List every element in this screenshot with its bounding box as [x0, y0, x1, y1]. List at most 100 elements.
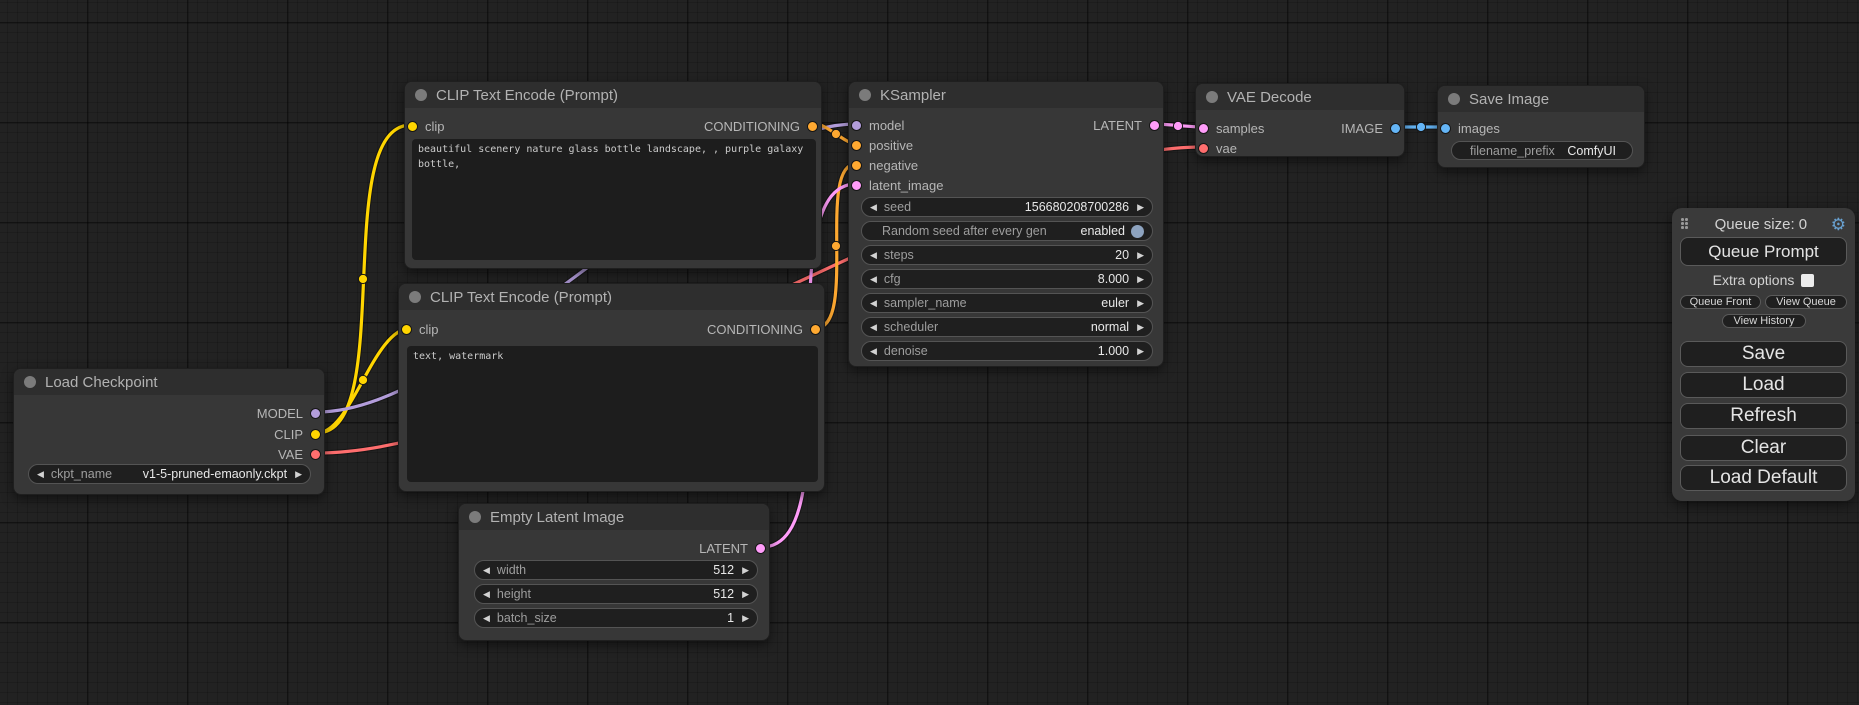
collapse-dot[interactable] [409, 291, 421, 303]
clear-button[interactable]: Clear [1680, 435, 1847, 461]
arrow-left-icon[interactable]: ◀ [483, 564, 490, 575]
node-clip-text-encode-positive[interactable]: CLIP Text Encode (Prompt) clip CONDITION… [404, 81, 822, 269]
arrow-right-icon[interactable]: ▶ [1137, 345, 1144, 356]
arrow-right-icon[interactable]: ▶ [742, 612, 749, 623]
filename-prefix-widget[interactable]: filename_prefix ComfyUI [1451, 141, 1633, 160]
queue-front-button[interactable]: Queue Front [1680, 295, 1761, 309]
arrow-left-icon[interactable]: ◀ [870, 297, 877, 308]
input-port-vae[interactable] [1198, 142, 1209, 154]
link-midpoint-dot [1172, 120, 1184, 132]
batch-size-widget[interactable]: ◀ batch_size 1 ▶ [474, 608, 758, 628]
collapse-dot[interactable] [859, 89, 871, 101]
output-row-image: IMAGE [1341, 118, 1401, 138]
output-port-conditioning[interactable] [810, 323, 821, 335]
input-label: clip [425, 118, 445, 134]
collapse-dot[interactable] [415, 89, 427, 101]
output-port-latent[interactable] [755, 542, 766, 554]
widget-value: 156680208700286 [1024, 200, 1130, 214]
output-port-clip[interactable] [310, 428, 321, 440]
arrow-right-icon[interactable]: ▶ [1137, 273, 1144, 284]
view-queue-button[interactable]: View Queue [1765, 295, 1847, 309]
node-clip-text-encode-negative[interactable]: CLIP Text Encode (Prompt) clip CONDITION… [398, 283, 825, 492]
output-row-model: MODEL [257, 403, 321, 423]
sampler-name-widget[interactable]: ◀ sampler_name euler ▶ [861, 293, 1153, 313]
prompt-textarea[interactable]: beautiful scenery nature glass bottle la… [412, 139, 816, 260]
input-label: samples [1216, 120, 1265, 136]
save-button[interactable]: Save [1680, 341, 1847, 367]
node-title: CLIP Text Encode (Prompt) [436, 86, 619, 104]
arrow-left-icon[interactable]: ◀ [870, 273, 877, 284]
height-widget[interactable]: ◀ height 512 ▶ [474, 584, 758, 604]
input-port-clip[interactable] [407, 120, 418, 132]
input-port-positive[interactable] [851, 139, 862, 151]
arrow-right-icon[interactable]: ▶ [1137, 249, 1144, 260]
input-row-latent-image: latent_image [851, 175, 943, 195]
arrow-right-icon[interactable]: ▶ [742, 564, 749, 575]
input-label: positive [869, 137, 914, 153]
input-port-negative[interactable] [851, 159, 862, 171]
output-label: LATENT [1093, 117, 1142, 133]
arrow-right-icon[interactable]: ▶ [742, 588, 749, 599]
scheduler-widget[interactable]: ◀ scheduler normal ▶ [861, 317, 1153, 337]
cfg-widget[interactable]: ◀ cfg 8.000 ▶ [861, 269, 1153, 289]
node-save-image[interactable]: Save Image images filename_prefix ComfyU… [1437, 85, 1645, 168]
arrow-left-icon[interactable]: ◀ [870, 321, 877, 332]
input-port-samples[interactable] [1198, 122, 1209, 134]
arrow-right-icon[interactable]: ▶ [1137, 201, 1144, 212]
collapse-dot[interactable] [469, 511, 481, 523]
arrow-left-icon[interactable]: ◀ [37, 468, 44, 479]
arrow-right-icon[interactable]: ▶ [1137, 321, 1144, 332]
input-label: model [869, 117, 905, 133]
refresh-button[interactable]: Refresh [1680, 403, 1847, 429]
output-row-conditioning: CONDITIONING [704, 116, 818, 136]
queue-size-label: Queue size: 0 [1714, 215, 1808, 233]
collapse-dot[interactable] [1206, 91, 1218, 103]
output-port-conditioning[interactable] [807, 120, 818, 132]
output-port-model[interactable] [310, 407, 321, 419]
arrow-right-icon[interactable]: ▶ [1137, 297, 1144, 308]
prompt-textarea[interactable]: text, watermark [407, 346, 818, 482]
load-default-button[interactable]: Load Default [1680, 465, 1847, 491]
toggle-enabled-icon[interactable] [1131, 224, 1144, 238]
denoise-widget[interactable]: ◀ denoise 1.000 ▶ [861, 341, 1153, 361]
seed-widget[interactable]: ◀ seed 156680208700286 ▶ [861, 197, 1153, 217]
arrow-right-icon[interactable]: ▶ [295, 468, 302, 479]
input-row-positive: positive [851, 135, 913, 155]
node-title-bar: KSampler [849, 82, 1163, 108]
node-empty-latent-image[interactable]: Empty Latent Image LATENT ◀ width 512 ▶ … [458, 503, 770, 641]
extra-options-checkbox[interactable] [1801, 273, 1815, 287]
node-ksampler[interactable]: KSampler model positive negative latent_… [848, 81, 1164, 367]
node-vae-decode[interactable]: VAE Decode samples vae IMAGE [1195, 83, 1405, 157]
widget-label: width [496, 563, 527, 577]
ckpt-name-widget[interactable]: ◀ ckpt_name v1-5-pruned-emaonly.ckpt ▶ [28, 464, 311, 484]
steps-widget[interactable]: ◀ steps 20 ▶ [861, 245, 1153, 265]
arrow-left-icon[interactable]: ◀ [870, 201, 877, 212]
drag-handle-icon[interactable] [1681, 218, 1691, 230]
output-label: LATENT [699, 540, 748, 556]
collapse-dot[interactable] [24, 376, 36, 388]
gear-icon[interactable]: ⚙ [1830, 214, 1846, 234]
arrow-left-icon[interactable]: ◀ [483, 588, 490, 599]
collapse-dot[interactable] [1448, 93, 1460, 105]
output-port-vae[interactable] [310, 448, 321, 460]
node-load-checkpoint[interactable]: Load Checkpoint MODEL CLIP VAE ◀ ckpt_na… [13, 368, 325, 495]
view-history-button[interactable]: View History [1722, 314, 1806, 328]
width-widget[interactable]: ◀ width 512 ▶ [474, 560, 758, 580]
arrow-left-icon[interactable]: ◀ [483, 612, 490, 623]
output-port-latent[interactable] [1149, 119, 1160, 131]
input-port-model[interactable] [851, 119, 862, 131]
widget-value: ComfyUI [1567, 143, 1616, 158]
input-port-latent-image[interactable] [851, 179, 862, 191]
arrow-left-icon[interactable]: ◀ [870, 249, 877, 260]
input-port-clip[interactable] [401, 323, 412, 335]
output-port-image[interactable] [1390, 122, 1401, 134]
queue-prompt-button[interactable]: Queue Prompt [1680, 237, 1847, 266]
input-port-images[interactable] [1440, 122, 1451, 134]
load-button[interactable]: Load [1680, 372, 1847, 398]
input-row-negative: negative [851, 155, 918, 175]
widget-value: v1-5-pruned-emaonly.ckpt [142, 467, 288, 481]
widget-label: seed [883, 200, 912, 214]
random-seed-toggle-widget[interactable]: Random seed after every gen enabled [861, 221, 1153, 241]
arrow-left-icon[interactable]: ◀ [870, 345, 877, 356]
